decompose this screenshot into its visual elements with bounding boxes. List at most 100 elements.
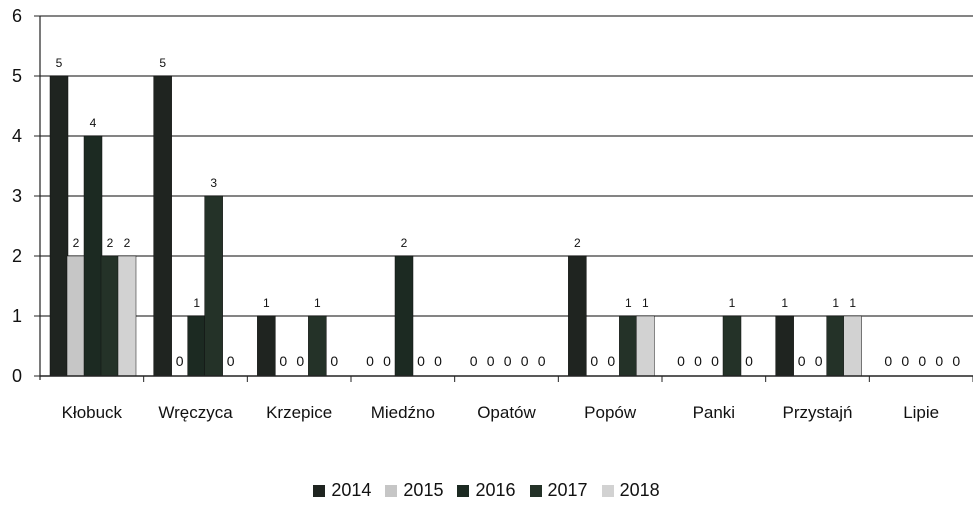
bar — [257, 315, 276, 377]
data-label: 5 — [159, 56, 166, 70]
data-label: 0 — [815, 353, 823, 369]
data-label: 0 — [366, 353, 374, 369]
legend-item: 2018 — [601, 480, 660, 501]
bar — [153, 75, 172, 377]
data-label: 1 — [849, 296, 856, 310]
data-label: 1 — [314, 296, 321, 310]
bar — [775, 315, 794, 377]
bar — [100, 255, 120, 377]
data-label: 0 — [590, 353, 598, 369]
x-category-label: Wręczyca — [158, 403, 233, 422]
data-label: 0 — [227, 353, 235, 369]
data-label: 0 — [434, 353, 442, 369]
x-category-label: Lipie — [903, 403, 939, 422]
y-tick-label: 5 — [12, 66, 22, 86]
bar — [394, 255, 414, 377]
legend-swatch — [457, 484, 470, 497]
legend-item: 2017 — [529, 480, 588, 501]
bar — [204, 195, 223, 377]
data-label: 0 — [504, 353, 512, 369]
gridlines — [40, 15, 973, 317]
data-label: 0 — [918, 353, 926, 369]
legend-swatch — [601, 484, 614, 497]
data-label: 0 — [296, 353, 304, 369]
x-category-label: Kłobuck — [62, 403, 123, 422]
data-label: 1 — [642, 296, 649, 310]
data-label: 2 — [73, 236, 80, 250]
x-category-label: Opatów — [477, 403, 536, 422]
data-label: 0 — [935, 353, 943, 369]
data-label: 0 — [487, 353, 495, 369]
bar — [843, 315, 862, 377]
y-tick-label: 3 — [12, 186, 22, 206]
data-label: 0 — [745, 353, 753, 369]
bars — [49, 75, 862, 377]
legend-label: 2017 — [547, 480, 588, 500]
data-label: 1 — [781, 296, 788, 310]
data-label: 5 — [56, 56, 63, 70]
bar — [636, 315, 655, 377]
legend-label: 2018 — [619, 480, 660, 500]
data-label: 0 — [470, 353, 478, 369]
data-label: 0 — [607, 353, 615, 369]
bar — [83, 135, 103, 377]
x-axis: Kłobuck Wręczyca Krzepice Miedźno Opatów Popó… — [40, 375, 973, 422]
data-label: 2 — [124, 236, 131, 250]
data-label: 0 — [952, 353, 960, 369]
bar — [49, 75, 69, 377]
bar — [619, 315, 638, 377]
data-label: 1 — [263, 296, 270, 310]
data-label: 0 — [417, 353, 425, 369]
y-tick-label: 1 — [12, 306, 22, 326]
data-label: 0 — [884, 353, 892, 369]
data-label: 0 — [176, 353, 184, 369]
bar — [722, 315, 742, 377]
data-label: 1 — [832, 296, 839, 310]
legend-label: 2016 — [475, 480, 516, 500]
data-label: 2 — [107, 236, 114, 250]
data-label: 0 — [521, 353, 529, 369]
y-tick-label: 4 — [12, 126, 22, 146]
legend-swatch — [529, 484, 542, 497]
data-label: 3 — [210, 176, 217, 190]
legend-item: 2014 — [313, 480, 371, 501]
x-category-label: Miedźno — [371, 403, 435, 422]
legend-item: 2015 — [385, 480, 443, 501]
bar — [66, 255, 86, 377]
y-axis: 0 1 2 3 4 5 6 — [12, 6, 41, 386]
legend-swatch — [313, 484, 326, 497]
x-category-label: Krzepice — [266, 403, 332, 422]
data-label: 0 — [711, 353, 719, 369]
legend-swatch — [385, 484, 398, 497]
y-tick-label: 2 — [12, 246, 22, 266]
legend: 2014 2015 2016 2017 2018 — [0, 480, 973, 501]
x-category-label: Przystajń — [783, 403, 853, 422]
legend-item: 2016 — [457, 480, 516, 501]
legend-label: 2014 — [331, 480, 372, 500]
bar — [187, 315, 206, 377]
bar — [308, 315, 327, 377]
data-label: 0 — [383, 353, 391, 369]
bar — [568, 255, 587, 377]
x-category-label: Panki — [693, 403, 736, 422]
data-label: 1 — [193, 296, 200, 310]
data-label: 0 — [694, 353, 702, 369]
data-label: 2 — [574, 236, 581, 250]
bar — [117, 255, 137, 377]
data-label: 1 — [625, 296, 632, 310]
data-label: 2 — [401, 236, 408, 250]
y-tick-label: 6 — [12, 6, 22, 26]
data-label: 0 — [798, 353, 806, 369]
legend-label: 2015 — [403, 480, 444, 500]
data-label: 1 — [729, 296, 736, 310]
data-label: 0 — [330, 353, 338, 369]
data-label: 0 — [901, 353, 909, 369]
data-label: 0 — [279, 353, 287, 369]
bar — [826, 315, 845, 377]
data-label: 0 — [538, 353, 546, 369]
y-tick-label: 0 — [12, 366, 22, 386]
data-label: 0 — [677, 353, 685, 369]
data-label: 4 — [90, 116, 97, 130]
